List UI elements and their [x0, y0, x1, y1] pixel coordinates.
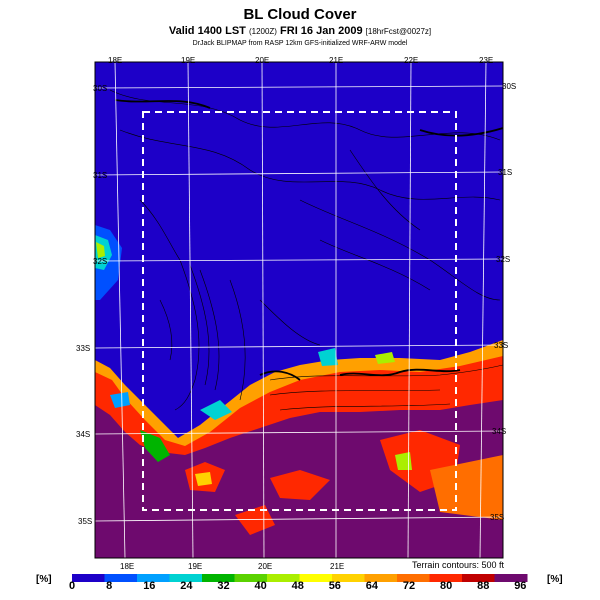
cloud-patch-yellow-1 — [195, 472, 212, 486]
colorbar-swatch — [364, 574, 398, 582]
colorbar — [72, 574, 528, 582]
lat-label-right: 32S — [496, 255, 511, 264]
terrain-contours — [109, 89, 503, 411]
model-source: DrJack BLIPMAP from RASP 12km GFS-initia… — [192, 40, 408, 47]
lon-label-top: 23E — [479, 56, 494, 65]
valid-time-utc: (1200Z) — [248, 27, 277, 36]
colorbar-tick-label: 0 — [69, 580, 76, 592]
colorbar-swatch — [104, 574, 138, 582]
lat-label-left: 33S — [76, 344, 91, 353]
colorbar-swatch — [267, 574, 300, 582]
lon-label-top: 22E — [404, 56, 419, 65]
lat-label-right: 35S — [490, 513, 505, 522]
valid-time: Valid 1400 LST (1200Z) FRI 16 Jan 2009 [… — [0, 25, 600, 37]
colorbar-swatch — [332, 574, 365, 582]
forecast-info: [18hrFcst@0027z] — [365, 27, 432, 36]
lat-label-left: 34S — [76, 430, 91, 439]
map-title: BL Cloud Cover — [243, 6, 357, 23]
colorbar-tick-label: 72 — [402, 580, 416, 592]
coastal-fringe-cyan-2 — [110, 392, 130, 408]
lat-label-left: 35S — [78, 517, 93, 526]
colorbar-swatch — [462, 574, 495, 582]
lon-label-bottom: 20E — [258, 562, 273, 571]
colorbar-swatch — [299, 574, 333, 582]
colorbar-tick-label: 96 — [514, 580, 527, 592]
map-frame — [94, 61, 504, 559]
cloud-patch-red-2 — [270, 470, 330, 500]
colorbar-tick-label: 16 — [143, 580, 156, 592]
lon-label-bottom: 18E — [120, 562, 135, 571]
lon-label-top: 21E — [329, 56, 344, 65]
cloud-patch-orange-se — [430, 455, 503, 520]
colorbar-tick-label: 48 — [291, 580, 304, 592]
graticule — [94, 61, 504, 559]
colorbar-tick-label: 88 — [477, 580, 490, 592]
lon-label-top: 20E — [255, 56, 270, 65]
colorbar-swatch — [429, 574, 463, 582]
lon-label-bottom: 19E — [188, 562, 203, 571]
colorbar-swatch — [397, 574, 430, 582]
terrain-contour-note: Terrain contours: 500 ft — [411, 560, 504, 570]
colorbar-swatch — [234, 574, 268, 582]
major-contours — [114, 99, 503, 381]
cloud-patch-yellow-2 — [395, 452, 412, 470]
colorbar-swatch — [202, 574, 235, 582]
valid-time-main: Valid 1400 LST — [168, 25, 246, 37]
lat-label-left: 30S — [93, 84, 108, 93]
coastal-fringe-green — [140, 430, 170, 462]
cloud-patch-nw-yellow — [96, 242, 105, 258]
lat-label-left: 31S — [93, 171, 108, 180]
colorbar-swatch — [72, 574, 105, 582]
colorbar-tick-label: 56 — [328, 580, 341, 592]
cloud-patch-red-4 — [235, 505, 275, 535]
lon-label-top: 18E — [108, 56, 123, 65]
lon-label-top: 19E — [181, 56, 196, 65]
colorbar-tick-label: 24 — [180, 580, 193, 592]
coastal-fringe-yellow — [375, 352, 395, 364]
lat-label-right: 31S — [498, 168, 513, 177]
colorbar-tick-label: 32 — [217, 580, 230, 592]
cloud-field — [95, 62, 503, 558]
colorbar-unit-left: [%] — [36, 574, 52, 585]
colorbar-swatch — [137, 574, 170, 582]
lat-label-right: 30S — [502, 82, 517, 91]
lat-label-right: 34S — [492, 427, 507, 436]
colorbar-unit-right: [%] — [547, 574, 563, 585]
colorbar-swatch — [494, 574, 528, 582]
domain-boundary — [142, 111, 457, 511]
valid-date: FRI 16 Jan 2009 — [280, 25, 363, 37]
coastal-fringe-cyan-3 — [318, 348, 338, 366]
colorbar-swatch — [169, 574, 203, 582]
colorbar-tick-label: 64 — [365, 580, 379, 592]
colorbar-tick-label: 8 — [106, 580, 113, 592]
lat-label-left: 32S — [93, 257, 108, 266]
coastal-fringe-cyan-1 — [200, 400, 232, 420]
colorbar-tick-label: 40 — [254, 580, 267, 592]
lat-label-right: 33S — [494, 341, 509, 350]
colorbar-tick-label: 80 — [440, 580, 453, 592]
lon-label-bottom: 21E — [330, 562, 345, 571]
